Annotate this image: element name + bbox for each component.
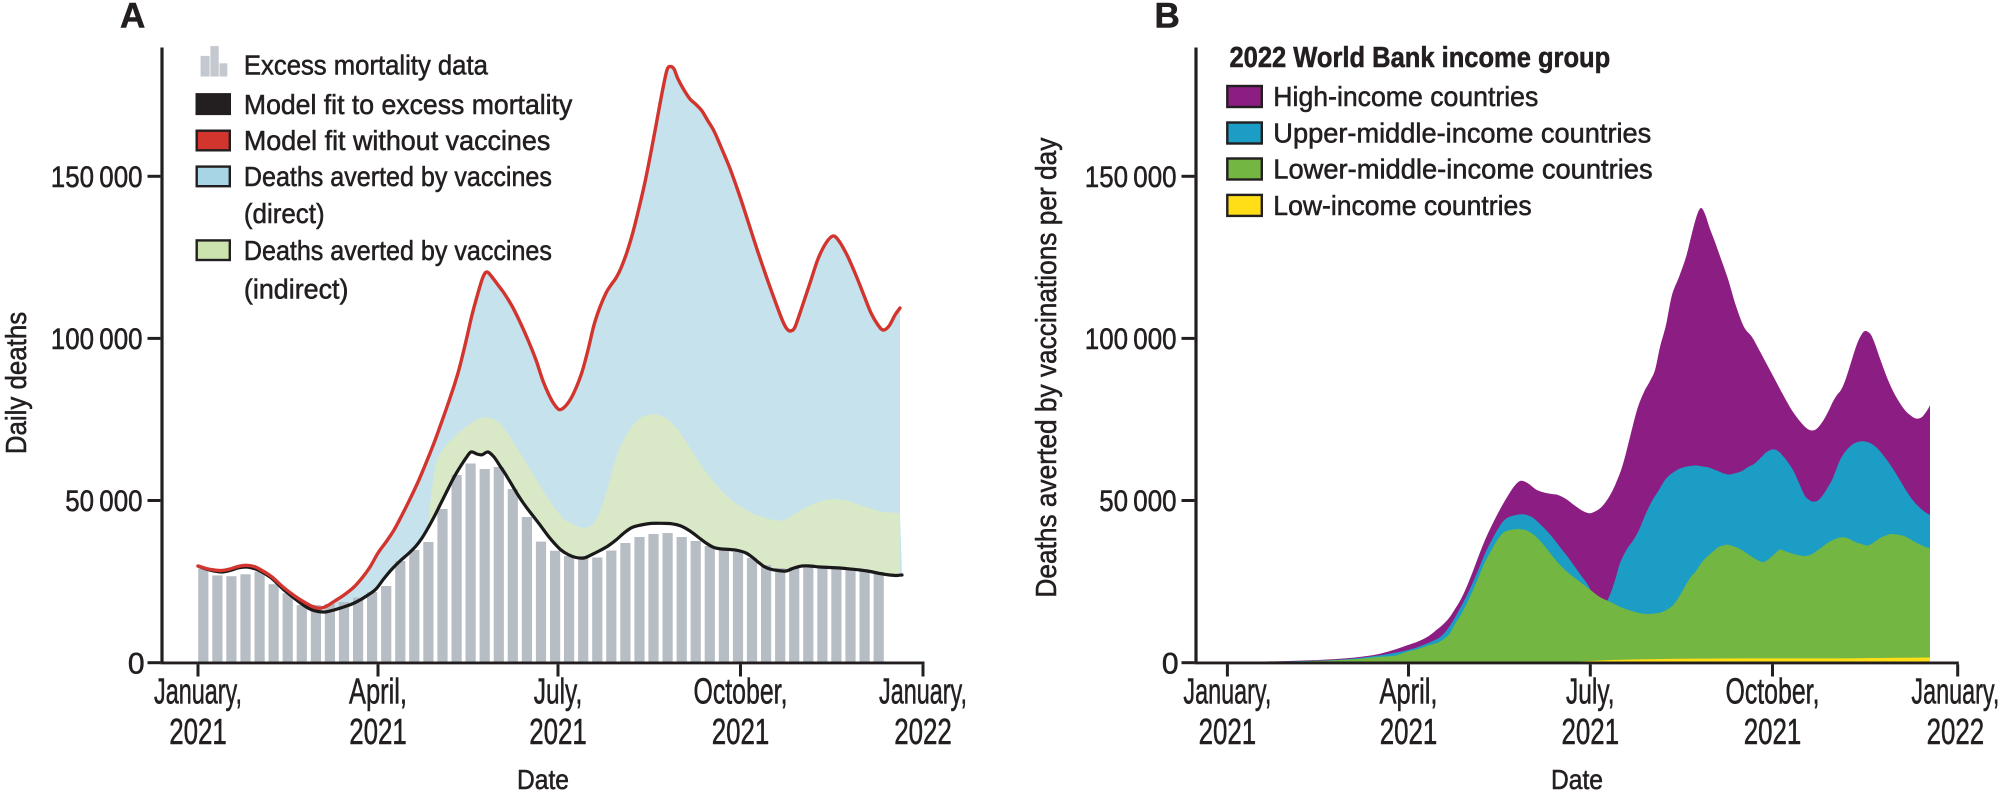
svg-text:2021: 2021 [349,711,407,752]
svg-text:January,: January, [1183,671,1271,712]
svg-text:50: 50 [1099,485,1128,518]
svg-text:000: 000 [1133,323,1176,356]
svg-text:000: 000 [1133,161,1176,194]
svg-text:A: A [120,0,145,36]
svg-text:2021: 2021 [169,711,227,752]
svg-text:Lower-middle-income countries: Lower-middle-income countries [1273,154,1652,185]
svg-text:July,: July, [1566,671,1615,712]
svg-text:October,: October, [1726,671,1820,712]
svg-text:(direct): (direct) [244,198,325,229]
svg-text:January,: January, [879,671,967,712]
svg-text:50: 50 [65,485,94,518]
svg-text:Excess mortality data: Excess mortality data [244,49,489,80]
svg-text:Deaths averted by vaccinations: Deaths averted by vaccinations per day [1031,137,1063,597]
svg-text:Daily deaths: Daily deaths [1,312,33,454]
svg-text:January,: January, [1911,671,1999,712]
svg-text:Upper-middle-income countries: Upper-middle-income countries [1273,118,1651,149]
svg-text:2021: 2021 [712,711,770,752]
svg-text:July,: July, [534,671,583,712]
svg-text:October,: October, [694,671,788,712]
svg-text:000: 000 [99,485,142,518]
svg-text:2021: 2021 [1199,711,1257,752]
svg-text:Low-income countries: Low-income countries [1273,190,1531,221]
svg-text:Model fit without vaccines: Model fit without vaccines [244,125,550,156]
svg-text:000: 000 [1133,485,1176,518]
svg-text:100: 100 [1085,323,1128,356]
svg-text:2022 World Bank income group: 2022 World Bank income group [1230,42,1611,74]
svg-text:000: 000 [99,323,142,356]
svg-text:0: 0 [128,648,145,681]
svg-text:B: B [1155,0,1180,36]
svg-text:2021: 2021 [1562,711,1620,752]
svg-text:Deaths averted by vaccines: Deaths averted by vaccines [244,235,552,266]
svg-text:150: 150 [51,161,94,194]
svg-text:0: 0 [1162,648,1179,681]
svg-text:April,: April, [1380,671,1438,712]
svg-text:2021: 2021 [1744,711,1802,752]
svg-text:2021: 2021 [1380,711,1438,752]
svg-text:2021: 2021 [529,711,587,752]
svg-text:150: 150 [1085,161,1128,194]
svg-text:High-income countries: High-income countries [1273,81,1538,112]
svg-text:Model fit to excess mortality: Model fit to excess mortality [244,89,573,120]
svg-text:000: 000 [99,161,142,194]
svg-text:(indirect): (indirect) [244,273,349,304]
svg-text:Date: Date [1551,764,1603,790]
svg-text:2022: 2022 [894,711,952,752]
svg-text:2022: 2022 [1927,711,1985,752]
svg-text:100: 100 [51,323,94,356]
svg-text:April,: April, [349,671,407,712]
svg-text:Date: Date [517,764,569,790]
svg-text:Deaths averted by vaccines: Deaths averted by vaccines [244,161,552,192]
svg-text:January,: January, [154,671,242,712]
